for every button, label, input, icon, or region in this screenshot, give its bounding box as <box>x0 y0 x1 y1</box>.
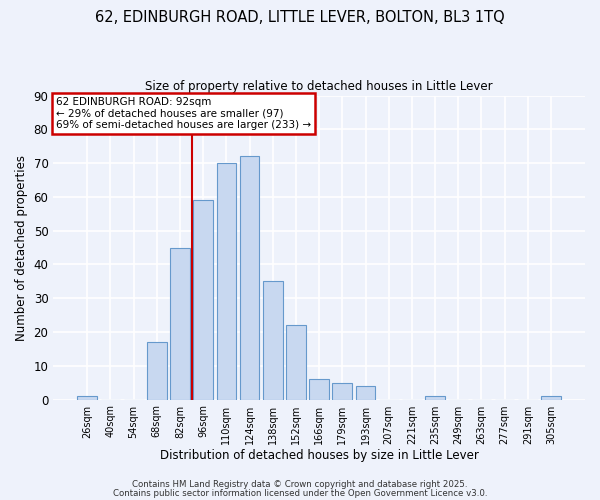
Bar <box>193 200 213 400</box>
Bar <box>217 163 236 400</box>
Text: 62 EDINBURGH ROAD: 92sqm
← 29% of detached houses are smaller (97)
69% of semi-d: 62 EDINBURGH ROAD: 92sqm ← 29% of detach… <box>56 97 311 130</box>
Bar <box>147 342 167 400</box>
X-axis label: Distribution of detached houses by size in Little Lever: Distribution of detached houses by size … <box>160 450 479 462</box>
Y-axis label: Number of detached properties: Number of detached properties <box>15 154 28 340</box>
Bar <box>541 396 561 400</box>
Title: Size of property relative to detached houses in Little Lever: Size of property relative to detached ho… <box>145 80 493 93</box>
Bar <box>240 156 259 400</box>
Bar <box>425 396 445 400</box>
Bar <box>332 382 352 400</box>
Bar <box>356 386 376 400</box>
Bar <box>263 282 283 400</box>
Bar <box>77 396 97 400</box>
Text: Contains public sector information licensed under the Open Government Licence v3: Contains public sector information licen… <box>113 488 487 498</box>
Text: Contains HM Land Registry data © Crown copyright and database right 2025.: Contains HM Land Registry data © Crown c… <box>132 480 468 489</box>
Text: 62, EDINBURGH ROAD, LITTLE LEVER, BOLTON, BL3 1TQ: 62, EDINBURGH ROAD, LITTLE LEVER, BOLTON… <box>95 10 505 25</box>
Bar <box>170 248 190 400</box>
Bar <box>286 326 306 400</box>
Bar <box>309 380 329 400</box>
